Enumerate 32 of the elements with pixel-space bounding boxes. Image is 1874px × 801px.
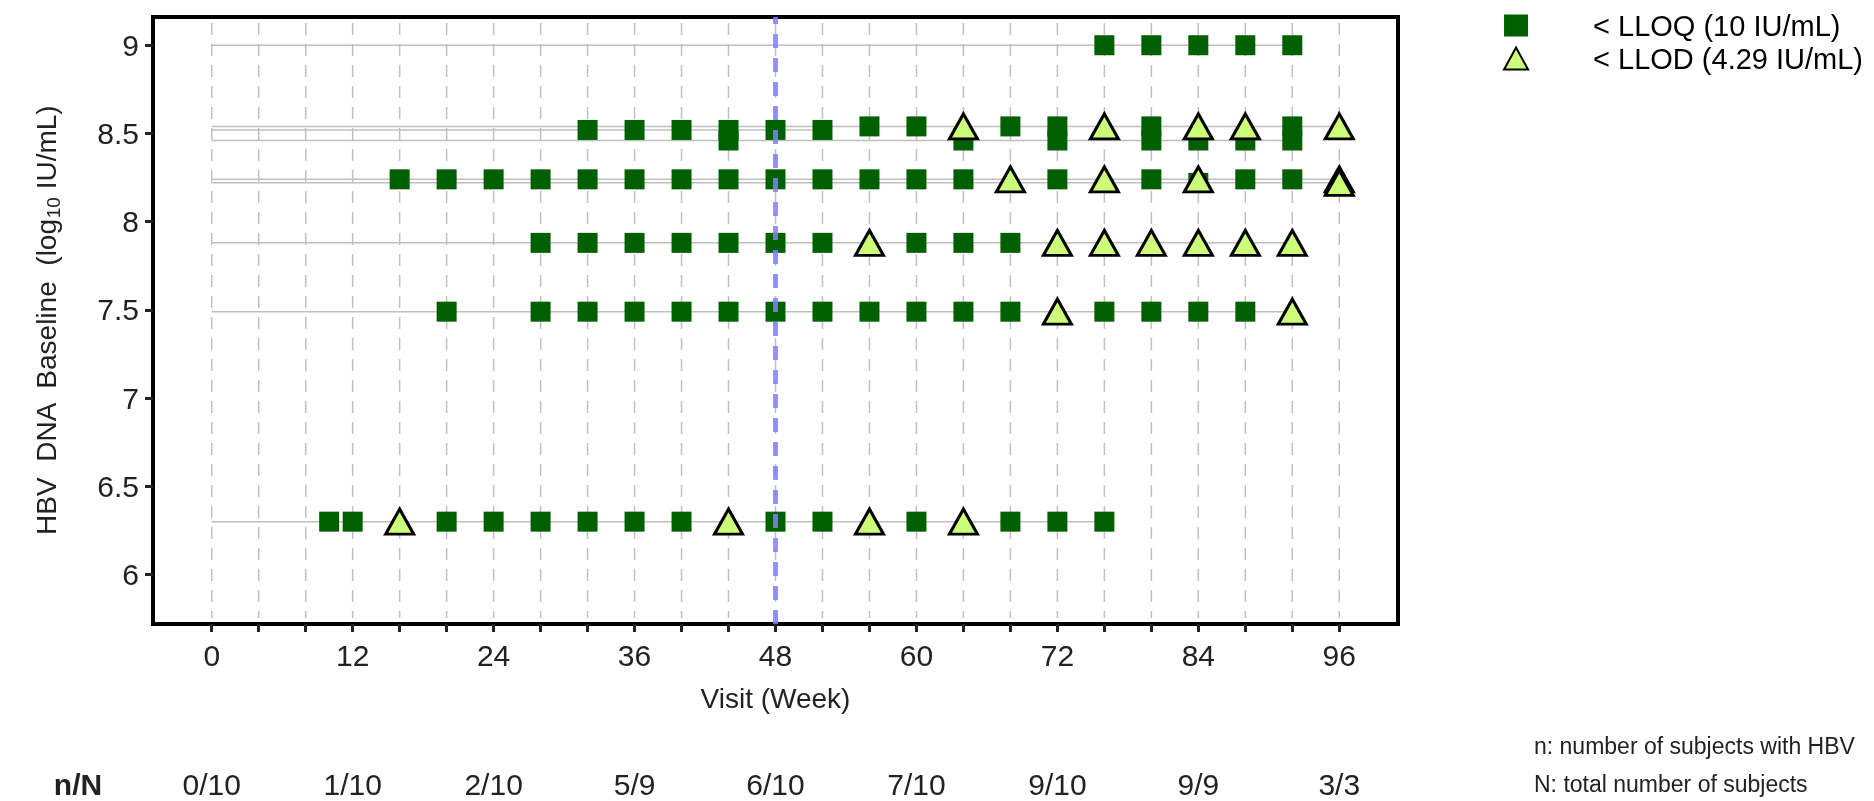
text: 9/9 — [1177, 767, 1220, 801]
x-tick-label: 12 — [335, 638, 370, 672]
text: 5/9 — [613, 767, 656, 801]
y-axis-title: HBV DNA Baseline (log10 IU/mL) — [30, 105, 64, 535]
text: 9/10 — [1028, 767, 1087, 801]
text: N: total number of subjects — [1534, 771, 1808, 797]
text: 1/10 — [323, 767, 382, 801]
x-axis-title: Visit (Week) — [700, 682, 851, 714]
x-tick-label: 24 — [476, 638, 511, 672]
x-tick-label: 96 — [1322, 638, 1356, 672]
text: 0/10 — [182, 767, 241, 801]
y-tick-label: 8.5 — [97, 116, 139, 150]
y-tick-label: 6 — [122, 558, 139, 592]
y-tick-label: 7 — [122, 381, 139, 415]
legend-label: < LLOQ (10 IU/mL) — [1593, 9, 1841, 42]
text: 2/10 — [464, 767, 523, 801]
text: n: number of subjects with HBV — [1534, 733, 1856, 759]
x-tick-label: 84 — [1181, 638, 1216, 672]
legend-label: < LLOD (4.29 IU/mL) — [1593, 42, 1864, 75]
x-tick-label: 48 — [758, 638, 793, 672]
text: n/N — [53, 767, 103, 801]
y-tick-label: 8 — [122, 205, 139, 239]
y-tick-label: 7.5 — [97, 293, 139, 327]
y-tick-label: 6.5 — [97, 469, 139, 503]
y-tick-label: 9 — [122, 28, 139, 62]
x-tick-label: 0 — [203, 638, 221, 672]
x-tick-label: 72 — [1040, 638, 1075, 672]
x-tick-label: 36 — [617, 638, 652, 672]
text: 3/3 — [1318, 767, 1361, 801]
text: 6/10 — [746, 767, 805, 801]
x-tick-label: 60 — [899, 638, 934, 672]
text: 7/10 — [887, 767, 946, 801]
